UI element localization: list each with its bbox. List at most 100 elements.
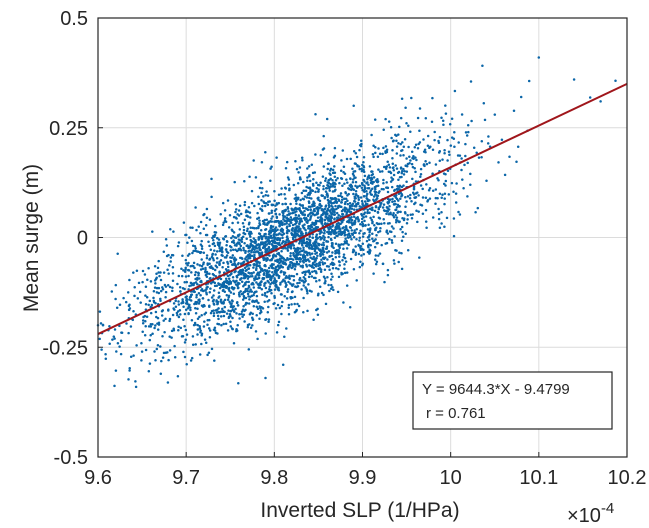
- scatter-point: [368, 165, 372, 168]
- scatter-point: [453, 145, 456, 149]
- scatter-point: [503, 173, 507, 177]
- scatter-point: [177, 315, 181, 319]
- scatter-point: [210, 347, 214, 351]
- scatter-point: [321, 248, 325, 252]
- scatter-point: [338, 222, 342, 226]
- scatter-point: [387, 213, 391, 216]
- scatter-point: [277, 286, 280, 290]
- scatter-point: [448, 153, 451, 156]
- scatter-point: [374, 198, 378, 202]
- scatter-point: [243, 242, 246, 245]
- scatter-point: [344, 260, 348, 263]
- x-tick-label: 9.6: [84, 467, 112, 489]
- scatter-point: [358, 239, 361, 242]
- scatter-point: [348, 204, 352, 208]
- scatter-point: [266, 310, 270, 314]
- scatter-point: [374, 238, 377, 241]
- scatter-point: [284, 276, 287, 280]
- scatter-point: [339, 169, 343, 173]
- scatter-point: [352, 149, 356, 153]
- scatter-point: [326, 167, 329, 171]
- scatter-point: [419, 167, 423, 171]
- scatter-point: [108, 324, 111, 328]
- scatter-point: [255, 227, 258, 230]
- scatter-point: [351, 204, 354, 208]
- scatter-point: [141, 280, 144, 284]
- scatter-point: [395, 206, 399, 209]
- scatter-point: [162, 250, 166, 253]
- scatter-point: [212, 238, 215, 242]
- scatter-point: [167, 358, 170, 362]
- scatter-point: [283, 192, 286, 196]
- scatter-point: [274, 272, 278, 275]
- scatter-point: [141, 330, 144, 333]
- scatter-point: [271, 225, 275, 228]
- scatter-point: [400, 171, 404, 175]
- scatter-point: [234, 258, 238, 261]
- scatter-point: [293, 223, 297, 226]
- scatter-point: [377, 147, 380, 150]
- scatter-point: [164, 317, 167, 321]
- scatter-point: [190, 239, 194, 243]
- scatter-point: [374, 204, 378, 208]
- scatter-point: [239, 278, 242, 282]
- scatter-point: [370, 133, 373, 137]
- scatter-point: [249, 216, 252, 219]
- scatter-point: [277, 233, 280, 236]
- scatter-point: [243, 218, 247, 221]
- scatter-point: [184, 275, 188, 278]
- scatter-point: [317, 190, 320, 193]
- scatter-point: [333, 189, 336, 193]
- scatter-point: [352, 170, 355, 173]
- scatter-point: [157, 291, 161, 295]
- scatter-point: [398, 185, 401, 189]
- scatter-point: [238, 272, 241, 276]
- scatter-point: [201, 289, 205, 293]
- scatter-point: [295, 250, 298, 254]
- scatter-point: [395, 197, 399, 201]
- scatter-point: [269, 234, 272, 238]
- scatter-point: [323, 238, 326, 241]
- scatter-point: [208, 329, 212, 332]
- scatter-point: [397, 142, 400, 145]
- scatter-point: [386, 190, 390, 194]
- scatter-point: [310, 223, 313, 227]
- scatter-point: [287, 258, 290, 261]
- scatter-point: [260, 288, 264, 291]
- scatter-point: [316, 254, 319, 257]
- scatter-point: [253, 253, 256, 257]
- scatter-point: [250, 272, 254, 275]
- scatter-point: [304, 228, 307, 232]
- scatter-point: [279, 283, 282, 286]
- scatter-point: [572, 78, 576, 81]
- scatter-point: [322, 134, 325, 138]
- scatter-point: [234, 280, 237, 283]
- scatter-point: [324, 205, 327, 208]
- scatter-point: [329, 200, 332, 203]
- scatter-point: [287, 239, 290, 243]
- scatter-point: [343, 197, 346, 201]
- scatter-point: [305, 288, 308, 291]
- y-tick-label: -0.5: [54, 447, 88, 469]
- scatter-point: [344, 226, 348, 229]
- scatter-point: [370, 193, 374, 197]
- scatter-point: [171, 272, 175, 275]
- scatter-point: [355, 186, 359, 189]
- scatter-point: [236, 324, 239, 327]
- scatter-point: [245, 255, 248, 259]
- scatter-point: [319, 181, 322, 184]
- scatter-point: [147, 267, 150, 270]
- scatter-point: [252, 266, 255, 269]
- scatter-point: [231, 308, 234, 312]
- scatter-point: [218, 286, 222, 290]
- scatter-point: [210, 177, 213, 181]
- scatter-point: [211, 300, 215, 303]
- scatter-point: [362, 253, 366, 256]
- scatter-point: [273, 288, 277, 291]
- scatter-point: [461, 178, 464, 181]
- scatter-point: [275, 331, 279, 334]
- scatter-point: [257, 236, 261, 240]
- scatter-point: [277, 275, 281, 278]
- scatter-point: [160, 314, 164, 317]
